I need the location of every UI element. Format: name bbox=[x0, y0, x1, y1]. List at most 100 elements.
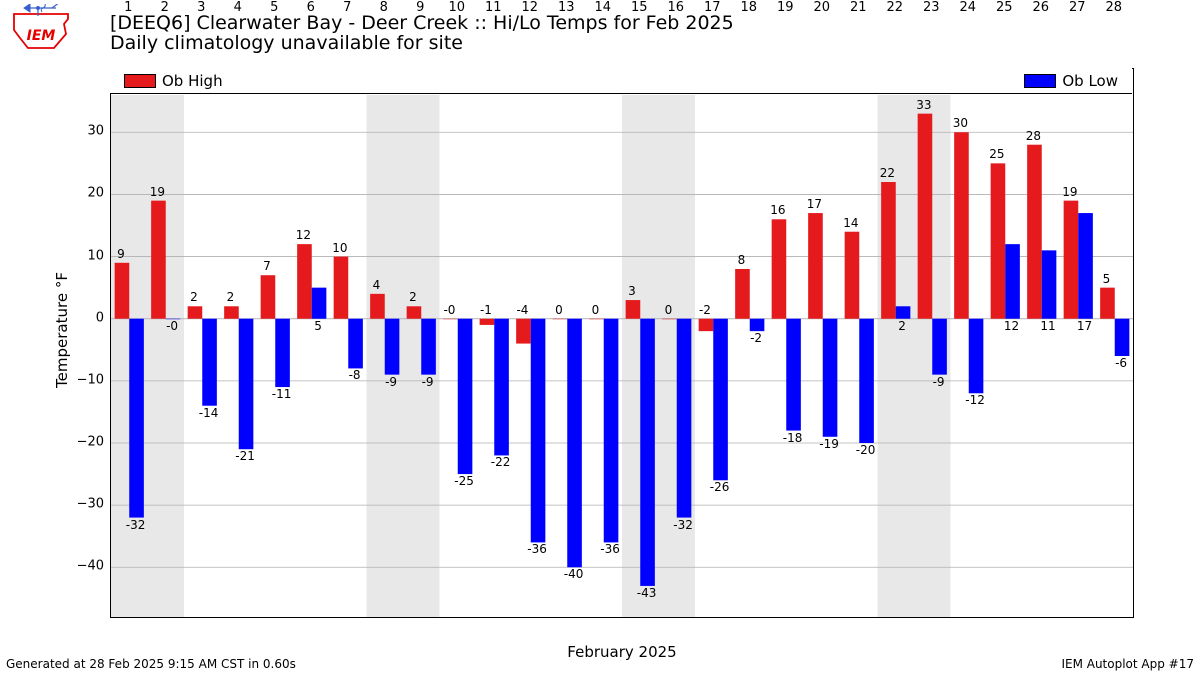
bar-low bbox=[604, 319, 619, 543]
bar-high bbox=[516, 319, 531, 344]
xtick-label: 7 bbox=[343, 0, 351, 15]
xtick-label: 20 bbox=[813, 0, 830, 15]
ytick-label: −30 bbox=[0, 497, 104, 512]
xtick-label: 10 bbox=[448, 0, 465, 15]
bar-high bbox=[480, 319, 495, 325]
bar-value-label: 0 bbox=[665, 303, 673, 317]
bar-value-label: -36 bbox=[600, 542, 620, 556]
xtick-label: 25 bbox=[996, 0, 1013, 15]
bar-value-label: 30 bbox=[953, 116, 968, 130]
ytick-label: 30 bbox=[0, 124, 104, 139]
xtick-label: 17 bbox=[704, 0, 721, 15]
bar-value-label: -6 bbox=[1115, 356, 1127, 370]
bar-value-label: -0 bbox=[443, 303, 455, 317]
bar-value-label: 11 bbox=[1040, 319, 1055, 333]
bar-high bbox=[626, 300, 641, 319]
bar-high bbox=[881, 182, 896, 319]
bar-high bbox=[443, 319, 458, 320]
legend-swatch-low bbox=[1024, 74, 1056, 88]
bar-value-label: 8 bbox=[738, 253, 746, 267]
bar-value-label: 17 bbox=[1077, 319, 1092, 333]
bar-value-label: 2 bbox=[898, 319, 906, 333]
bar-value-label: 7 bbox=[263, 259, 271, 273]
bar-high bbox=[662, 319, 677, 320]
bar-value-label: -9 bbox=[422, 375, 434, 389]
bar-value-label: 2 bbox=[190, 290, 198, 304]
bar-value-label: -40 bbox=[564, 567, 584, 581]
bar-value-label: -36 bbox=[527, 542, 547, 556]
bar-low bbox=[348, 319, 363, 369]
chart-root: { "title_line1": "[DEEQ6] Clearwater Bay… bbox=[0, 0, 1200, 675]
bar-high bbox=[589, 319, 604, 320]
bar-high bbox=[808, 213, 823, 319]
bar-low bbox=[421, 319, 436, 375]
bar-low bbox=[202, 319, 217, 406]
legend-entry-low: Ob Low bbox=[1010, 72, 1118, 90]
bar-value-label: -8 bbox=[349, 368, 361, 382]
bar-low bbox=[1115, 319, 1130, 356]
bar-value-label: 33 bbox=[916, 98, 931, 112]
bar-high bbox=[261, 275, 276, 319]
bar-high bbox=[845, 232, 860, 319]
xtick-label: 9 bbox=[416, 0, 424, 15]
legend-swatch-high bbox=[124, 74, 156, 88]
legend-label-high: Ob High bbox=[162, 72, 223, 90]
bar-value-label: -43 bbox=[637, 586, 657, 600]
bar-value-label: -26 bbox=[710, 480, 730, 494]
bar-value-label: -0 bbox=[166, 319, 178, 333]
bar-low bbox=[239, 319, 254, 450]
title-line-2: Daily climatology unavailable for site bbox=[110, 34, 734, 54]
bar-low bbox=[677, 319, 692, 518]
bar-high bbox=[188, 306, 203, 318]
bar-low bbox=[1005, 244, 1020, 319]
bar-high bbox=[772, 219, 787, 318]
bar-value-label: -25 bbox=[454, 474, 474, 488]
xtick-label: 22 bbox=[886, 0, 903, 15]
bar-high bbox=[151, 201, 166, 319]
xtick-label: 23 bbox=[923, 0, 940, 15]
bar-value-label: 16 bbox=[770, 203, 785, 217]
bar-value-label: 2 bbox=[227, 290, 235, 304]
xtick-label: 26 bbox=[1032, 0, 1049, 15]
bar-low bbox=[458, 319, 473, 474]
bar-value-label: -21 bbox=[235, 449, 255, 463]
bar-value-label: 3 bbox=[628, 284, 636, 298]
xtick-label: 21 bbox=[850, 0, 867, 15]
ytick-label: 0 bbox=[0, 310, 104, 325]
xtick-label: 14 bbox=[594, 0, 611, 15]
bar-value-label: 4 bbox=[373, 278, 381, 292]
bar-low bbox=[896, 306, 911, 318]
xtick-label: 4 bbox=[234, 0, 242, 15]
bar-high bbox=[1100, 288, 1115, 319]
bar-low bbox=[531, 319, 546, 543]
bar-low bbox=[1042, 250, 1057, 318]
legend-entry-high: Ob High bbox=[110, 72, 223, 90]
bar-value-label: -18 bbox=[783, 431, 803, 445]
chart-svg bbox=[111, 69, 1133, 617]
ytick-label: 20 bbox=[0, 186, 104, 201]
bar-low bbox=[823, 319, 838, 437]
bar-value-label: 28 bbox=[1026, 129, 1041, 143]
xtick-label: 13 bbox=[558, 0, 575, 15]
bar-high bbox=[115, 263, 130, 319]
bar-high bbox=[334, 257, 349, 319]
bar-value-label: 10 bbox=[332, 241, 347, 255]
bar-value-label: -9 bbox=[933, 375, 945, 389]
bar-value-label: 0 bbox=[555, 303, 563, 317]
bar-high bbox=[991, 163, 1006, 318]
bar-low bbox=[1078, 213, 1093, 319]
footer-left: Generated at 28 Feb 2025 9:15 AM CST in … bbox=[6, 657, 296, 671]
legend: Ob High Ob Low bbox=[110, 68, 1132, 94]
title-line-1: [DEEQ6] Clearwater Bay - Deer Creek :: H… bbox=[110, 14, 734, 34]
bar-value-label: -20 bbox=[856, 443, 876, 457]
bar-low bbox=[932, 319, 947, 375]
bar-value-label: 14 bbox=[843, 216, 858, 230]
bar-value-label: -11 bbox=[272, 387, 292, 401]
bar-high bbox=[224, 306, 239, 318]
bar-high bbox=[407, 306, 422, 318]
xtick-label: 19 bbox=[777, 0, 794, 15]
bar-value-label: -32 bbox=[673, 518, 693, 532]
bar-low bbox=[129, 319, 144, 518]
plot-area bbox=[110, 68, 1134, 618]
xtick-label: 27 bbox=[1069, 0, 1086, 15]
